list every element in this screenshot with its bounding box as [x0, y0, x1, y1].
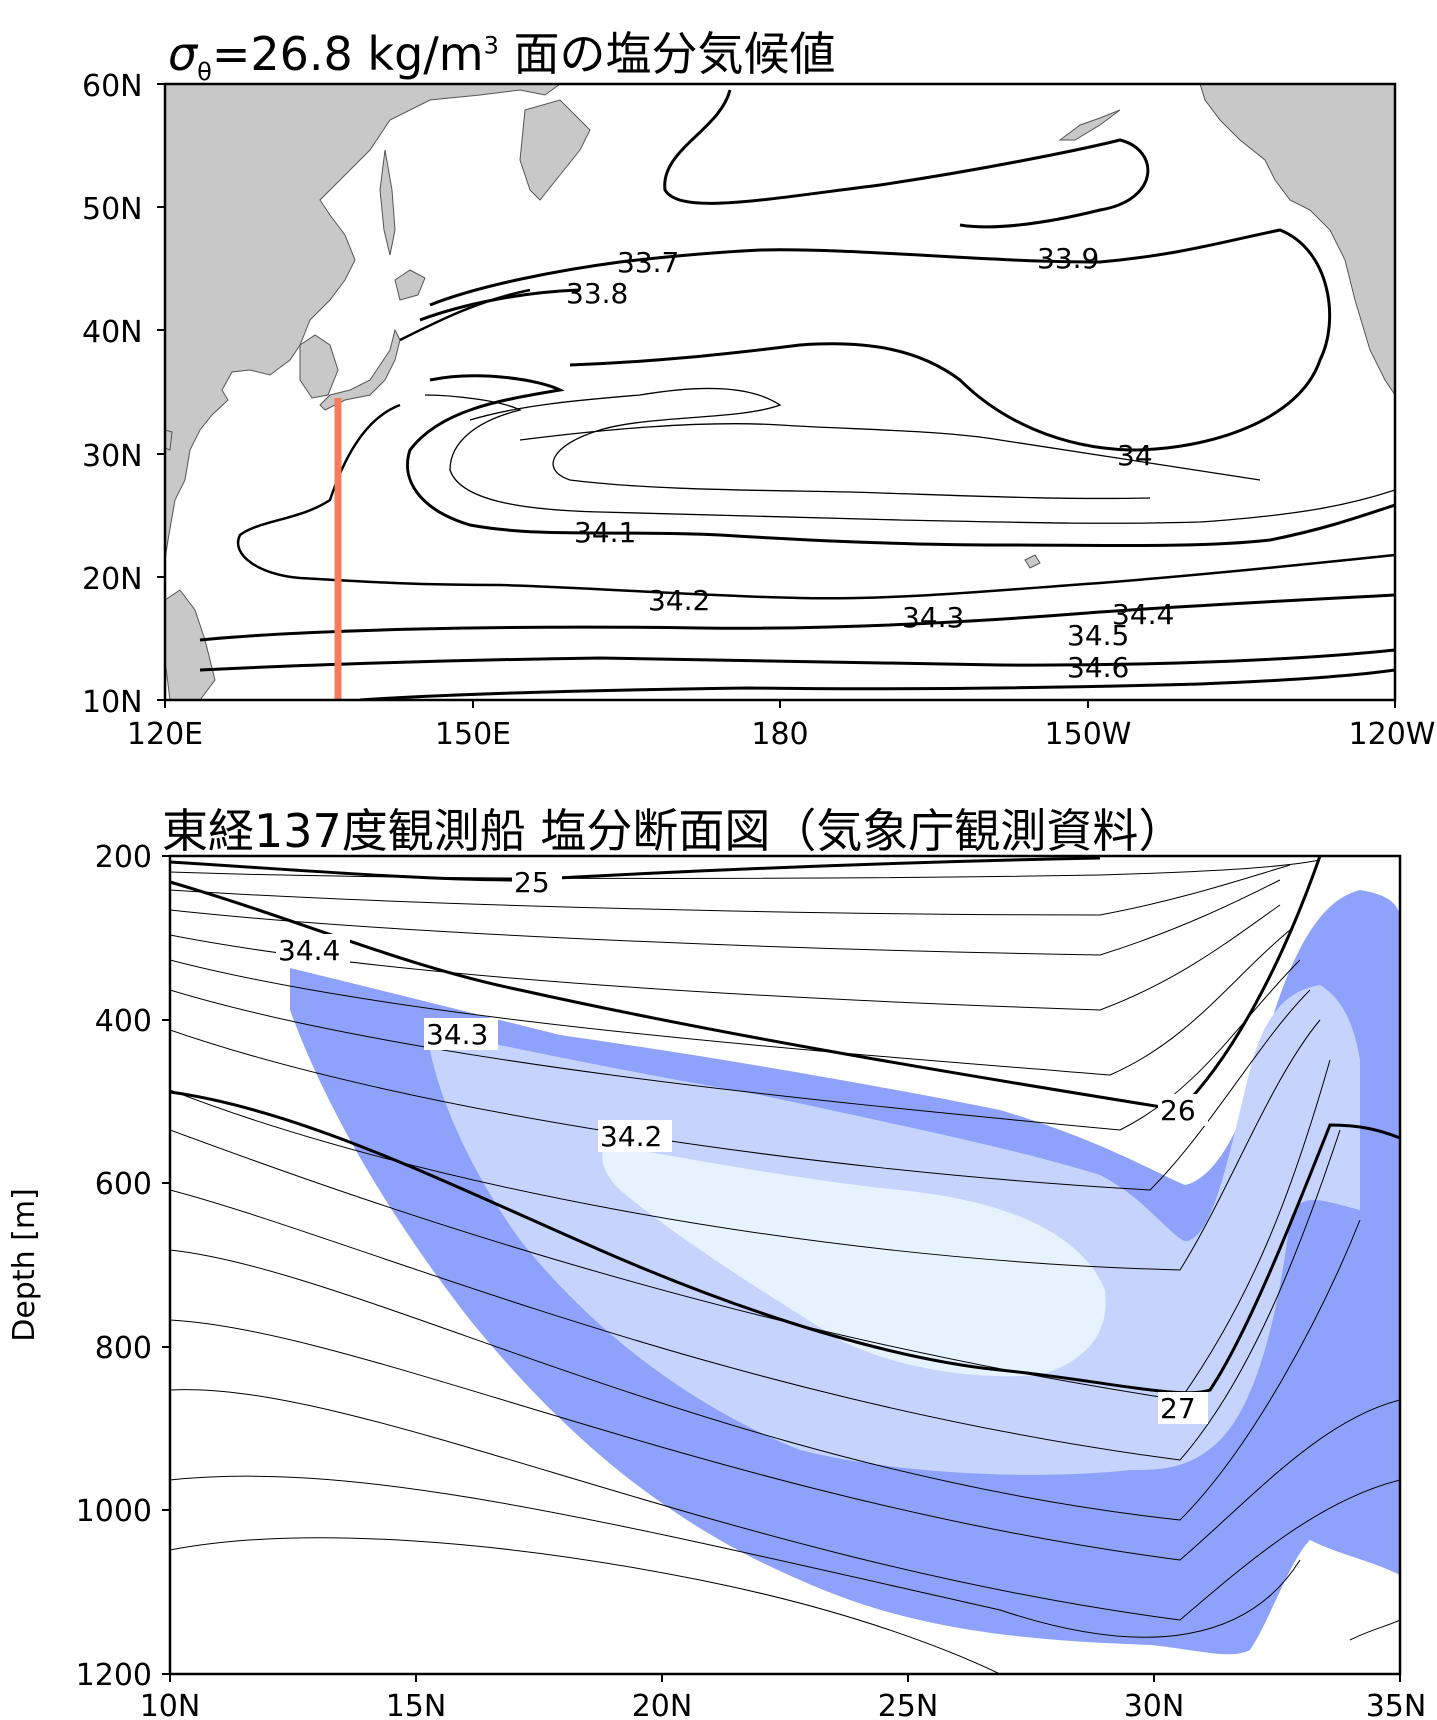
map-label-33-7: 33.7: [617, 246, 679, 279]
section-ylabel: Depth [m]: [7, 1188, 42, 1342]
map-xtick-150w: 150W: [1045, 717, 1132, 752]
map-xtick-180: 180: [751, 717, 808, 752]
title-superscript: 3: [483, 31, 499, 60]
map-xtick-120w: 120W: [1349, 717, 1436, 752]
salinity-label-34-2: 34.2: [600, 1120, 662, 1153]
salinity-label-34-4: 34.4: [278, 934, 340, 967]
map-plot: [165, 84, 1395, 700]
title-surface-text: 面の塩分気候値: [498, 27, 836, 81]
map-ytick-60n: 60N: [82, 69, 143, 104]
map-ytick-30n: 30N: [82, 439, 143, 474]
map-label-34-6: 34.6: [1067, 651, 1129, 684]
theta-subscript: θ: [197, 58, 212, 87]
sigma-symbol: σ: [168, 27, 198, 81]
map-label-33-9: 33.9: [1037, 242, 1099, 275]
section-xtick-10n: 10N: [140, 1689, 201, 1720]
map-ytick-50n: 50N: [82, 192, 143, 227]
map-contour-labels: 33.7 33.8 33.9 34 34.1 34.2 34.3 34.4 34…: [566, 242, 1174, 684]
sakhalin: [379, 149, 396, 256]
taiwan: [165, 429, 173, 451]
japan-hokkaido: [394, 269, 426, 301]
map-ytick-10n: 10N: [82, 685, 143, 720]
map-label-34: 34: [1117, 439, 1153, 472]
section-xtick-15n: 15N: [386, 1689, 447, 1720]
map-label-34-5: 34.5: [1067, 619, 1129, 652]
section-density-contours: [170, 856, 1400, 1395]
map-y-axis: 60N 50N 40N 30N 20N 10N: [82, 69, 165, 720]
map-label-34-1: 34.1: [574, 516, 636, 549]
map-xtick-150e: 150E: [435, 717, 511, 752]
fill-34-2: [602, 1145, 1106, 1377]
map-label-34-3: 34.3: [902, 601, 964, 634]
land-masses: [165, 84, 1395, 700]
map-xtick-120e: 120E: [127, 717, 203, 752]
map-contours: [199, 89, 1395, 700]
density-label-25: 25: [514, 866, 550, 899]
section-xtick-25n: 25N: [878, 1689, 939, 1720]
map-label-33-8: 33.8: [566, 277, 628, 310]
north-america: [1199, 84, 1395, 396]
salinity-label-34-3: 34.3: [426, 1018, 488, 1051]
section-xtick-35n: 35N: [1366, 1689, 1427, 1720]
philippines: [165, 589, 216, 700]
japan-honshu: [319, 328, 401, 411]
title-density-text: =26.8 kg/m: [211, 27, 484, 81]
map-label-34-2: 34.2: [648, 584, 710, 617]
korea-peninsula: [299, 334, 339, 399]
section-ytick-600: 600: [95, 1167, 152, 1202]
section-labels: 25 26 27 34.4 34.3 34.2: [276, 866, 1208, 1425]
section-xtick-20n: 20N: [632, 1689, 693, 1720]
map-ytick-20n: 20N: [82, 562, 143, 597]
section-ytick-1200: 1200: [76, 1658, 152, 1693]
map-x-axis: 120E 150E 180 150W 120W: [127, 700, 1436, 752]
section-ytick-1000: 1000: [76, 1494, 152, 1529]
section-thin-contours: [170, 859, 1400, 1674]
section-x-axis: 10N 15N 20N 25N 30N 35N: [140, 1674, 1427, 1720]
section-ytick-200: 200: [95, 840, 152, 875]
density-label-26: 26: [1160, 1094, 1196, 1127]
top-chart-title: σθ=26.8 kg/m3 面の塩分気候値: [168, 18, 835, 86]
hawaii-islands: [1024, 554, 1041, 569]
alaska-peninsula: [1058, 109, 1121, 141]
section-ytick-800: 800: [95, 1331, 152, 1366]
asia-landmass: [165, 84, 561, 561]
density-label-27: 27: [1160, 1392, 1196, 1425]
bottom-chart-title: 東経137度観測船 塩分断面図（気象庁観測資料）: [162, 804, 1185, 858]
section-frame: [168, 854, 1402, 1676]
section-xtick-30n: 30N: [1124, 1689, 1185, 1720]
map-ytick-40n: 40N: [82, 315, 143, 350]
map-label-34-4: 34.4: [1112, 598, 1174, 631]
section-ytick-400: 400: [95, 1004, 152, 1039]
section-y-axis: 200 400 600 800 1000 1200 Depth [m]: [7, 840, 170, 1693]
section-plot: [170, 856, 1400, 1674]
kamchatka: [519, 99, 591, 201]
